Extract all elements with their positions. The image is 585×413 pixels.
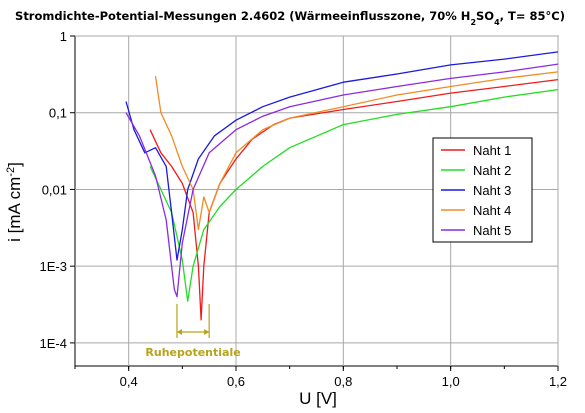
y-title-end: ] xyxy=(5,162,24,167)
title-part: , T= 85°C) xyxy=(500,9,565,23)
title-subscript: 4 xyxy=(494,18,500,27)
title-part: SO xyxy=(476,9,494,23)
series-line-naht-2 xyxy=(149,88,559,302)
x-tick-label: 1,2 xyxy=(549,374,567,389)
x-tick-label: 0,8 xyxy=(334,374,352,389)
y-axis-title: i [mA cm-2] xyxy=(5,162,24,242)
legend: Naht 1 Naht 2 Naht 3 Naht 4 Naht 5 xyxy=(432,137,533,243)
legend-label: Naht 2 xyxy=(473,163,511,178)
y-tick-label: 0,1 xyxy=(49,106,67,121)
x-tick-label: 1,0 xyxy=(442,374,460,389)
series-line-naht-3 xyxy=(125,51,559,261)
legend-label: Naht 3 xyxy=(473,183,511,198)
anno-arrow-left xyxy=(176,329,182,335)
chart-title: Stromdichte-Potential-Messungen 2.4602 (… xyxy=(15,9,565,27)
title-part: Stromdichte-Potential-Messungen 2.4602 (… xyxy=(15,9,470,23)
x-tick-label: 0,6 xyxy=(227,374,245,389)
ruhepotentiale-annotation: Ruhepotentiale xyxy=(145,304,241,359)
y-title-sup: -2 xyxy=(5,167,17,177)
legend-label: Naht 1 xyxy=(473,143,511,158)
series-line-naht-5 xyxy=(125,63,559,298)
legend-label: Naht 4 xyxy=(473,203,511,218)
axis-ticks: 0,4 0,6 0,8 1,0 1,2 1 0,1 0,01 1E-3 1E-4 xyxy=(40,29,568,389)
y-tick-label: 1E-4 xyxy=(40,336,67,351)
y-tick-label: 1 xyxy=(60,29,67,44)
anno-arrow-right xyxy=(204,329,210,335)
y-tick-label: 0,01 xyxy=(42,182,67,197)
anno-label: Ruhepotentiale xyxy=(145,346,240,359)
series-line-naht-4 xyxy=(154,71,559,231)
title-subscript: 2 xyxy=(470,18,476,27)
y-title-main: i [mA cm xyxy=(5,177,24,242)
series-group xyxy=(125,51,559,321)
legend-label: Naht 5 xyxy=(473,223,511,238)
x-axis-title: U [V] xyxy=(299,389,337,408)
y-tick-label: 1E-3 xyxy=(40,259,67,274)
x-tick-label: 0,4 xyxy=(120,374,138,389)
